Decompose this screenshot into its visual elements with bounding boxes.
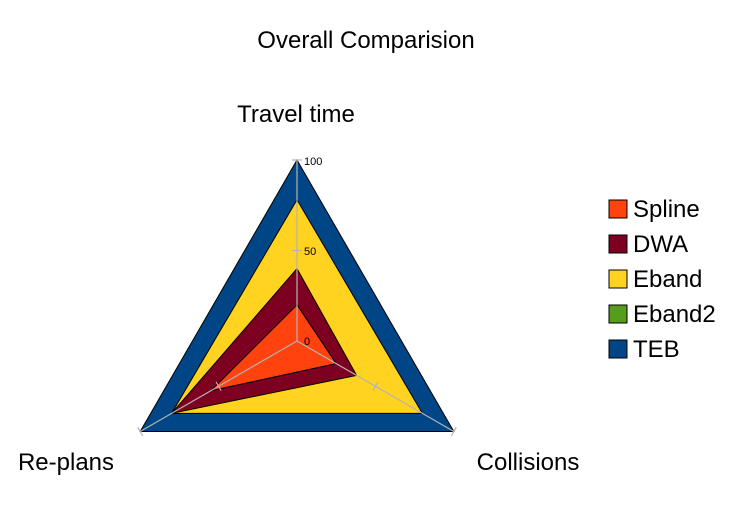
axis-tick (372, 381, 379, 391)
axis-tick (137, 426, 144, 437)
legend-item-dwa[interactable]: DWA (608, 231, 688, 258)
legend-swatch-eband2 (608, 304, 628, 324)
legend-swatch-teb (608, 339, 628, 359)
legend-label-eband2: Eband2 (633, 301, 716, 328)
legend: Spline DWA Eband Eband2 TEB (608, 196, 716, 363)
chart-title: Overall Comparision (257, 27, 474, 54)
tick-label-0: 0 (304, 336, 310, 348)
legend-swatch-eband (608, 269, 628, 289)
legend-label-spline: Spline (633, 196, 700, 223)
tick-label-50: 50 (304, 246, 316, 258)
axis-tick (450, 426, 457, 437)
series-spline (209, 304, 338, 392)
legend-swatch-spline (608, 199, 628, 219)
axis-label-travel-time: Travel time (237, 101, 355, 128)
tick-label-100: 100 (304, 156, 322, 168)
axis-label-re-plans: Re-plans (18, 449, 114, 476)
legend-swatch-dwa (608, 234, 628, 254)
axis-tick (215, 381, 222, 391)
legend-label-dwa: DWA (633, 231, 688, 258)
legend-item-teb[interactable]: TEB (608, 336, 680, 363)
legend-item-eband[interactable]: Eband (608, 266, 702, 293)
axis-label-collisions: Collisions (477, 449, 580, 476)
axis-layer (137, 159, 457, 437)
legend-item-eband2[interactable]: Eband2 (608, 301, 716, 328)
legend-item-spline[interactable]: Spline (608, 196, 700, 223)
legend-label-eband: Eband (633, 266, 702, 293)
legend-label-teb: TEB (633, 336, 680, 363)
